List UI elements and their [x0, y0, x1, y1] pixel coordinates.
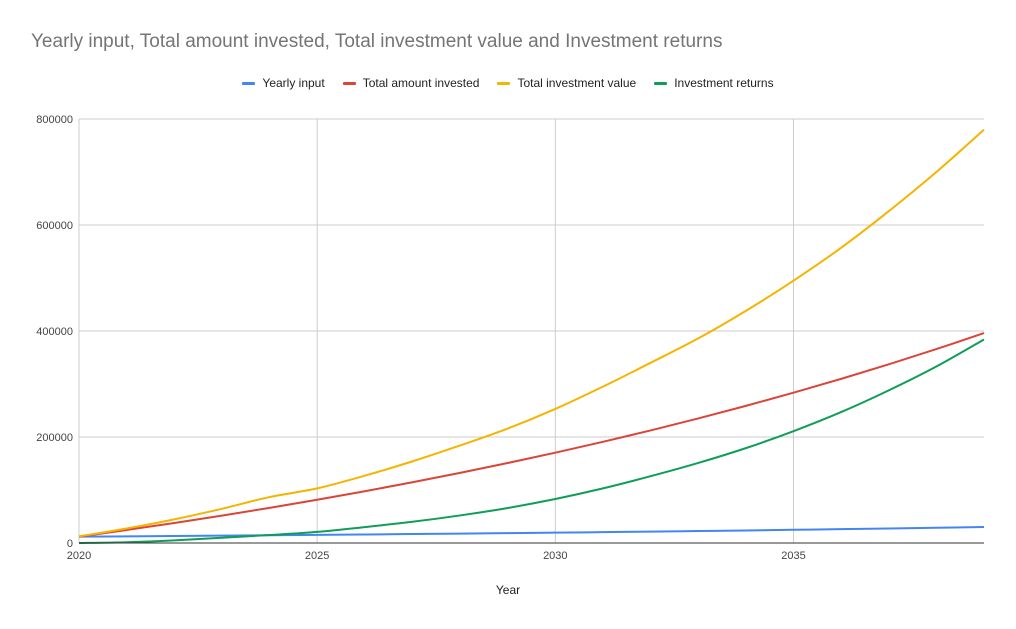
legend-item: Total amount invested	[342, 76, 480, 90]
legend-item: Yearly input	[242, 76, 325, 90]
y-tick-label: 800000	[36, 114, 73, 126]
legend-label: Total investment value	[517, 76, 637, 90]
series-line-3	[78, 338, 985, 544]
legend-swatch	[654, 81, 668, 85]
series-line-2	[78, 128, 985, 538]
y-tick-label: 200000	[36, 432, 73, 444]
legend-label: Investment returns	[674, 76, 774, 90]
series-line-1	[78, 332, 985, 538]
chart-title: Yearly input, Total amount invested, Tot…	[31, 31, 723, 52]
x-tick-label: 2025	[305, 550, 329, 562]
x-axis-label: Year	[495, 583, 521, 597]
y-tick-label: 600000	[36, 220, 73, 232]
legend-label: Yearly input	[262, 76, 325, 90]
y-tick-label: 400000	[36, 326, 73, 338]
legend: Yearly input Total amount invested Total i…	[0, 76, 1016, 90]
legend-swatch	[342, 81, 356, 85]
legend-item: Total investment value	[497, 76, 636, 90]
y-tick-label: 0	[67, 538, 73, 550]
x-tick-label: 2030	[543, 550, 567, 562]
legend-swatch	[242, 81, 256, 85]
legend-swatch	[497, 81, 511, 85]
legend-label: Total amount invested	[362, 76, 480, 90]
legend-item: Investment returns	[654, 76, 774, 90]
series-line-0	[78, 525, 985, 538]
x-tick-label: 2020	[67, 550, 91, 562]
x-tick-label: 2035	[781, 550, 805, 562]
